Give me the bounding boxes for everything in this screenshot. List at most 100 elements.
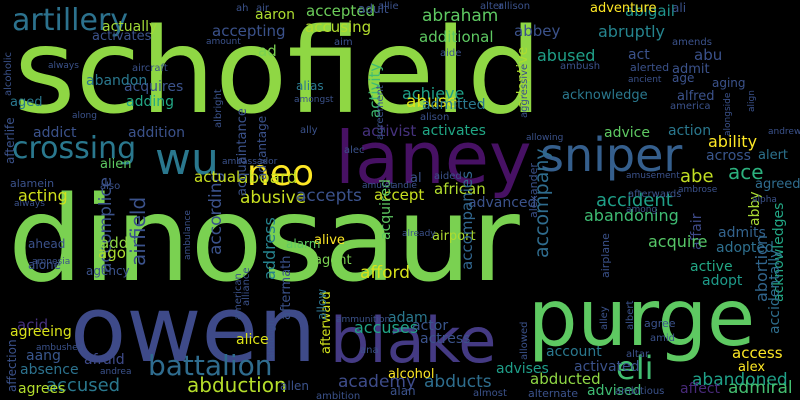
cloud-word: agree — [644, 317, 676, 330]
cloud-word: acid — [17, 316, 49, 334]
cloud-word: acquaintance — [235, 108, 250, 196]
cloud-word: ah — [236, 3, 249, 14]
cloud-word: alerted — [630, 61, 670, 74]
cloud-word: ammunition — [336, 315, 391, 325]
cloud-word: ambition — [316, 391, 361, 400]
cloud-word: alcohol — [388, 367, 435, 382]
cloud-word: dinosaur — [8, 170, 520, 308]
cloud-word: alone — [28, 258, 62, 272]
cloud-word: ago — [98, 244, 126, 262]
cloud-word: abduction — [187, 373, 287, 397]
cloud-word: accepting — [212, 22, 286, 40]
cloud-word: alert — [758, 148, 789, 163]
cloud-word: alongside — [723, 92, 733, 136]
cloud-word: ambulance — [183, 210, 193, 260]
cloud-word: accidentally — [767, 249, 783, 334]
cloud-word: adding — [126, 94, 175, 110]
cloud-word: amusement — [626, 171, 680, 181]
cloud-word: allowing — [526, 133, 564, 143]
cloud-word: andrew — [768, 127, 800, 137]
cloud-word: battalion — [148, 349, 273, 382]
cloud-word: actually — [102, 19, 158, 35]
cloud-word: agency — [86, 264, 130, 278]
cloud-word: amid — [650, 333, 675, 344]
cloud-word: addict — [33, 125, 77, 141]
cloud-word: accuses — [354, 318, 419, 337]
cloud-word: abruptly — [598, 22, 666, 41]
cloud-word: afterlife — [3, 117, 17, 164]
cloud-word: amnesia — [32, 257, 71, 267]
cloud-word: affect — [680, 381, 721, 397]
cloud-word: aboard — [238, 168, 298, 188]
cloud-word: abducts — [424, 372, 492, 392]
cloud-word: alcoholic — [3, 51, 14, 96]
cloud-word: activates — [92, 29, 152, 44]
cloud-word: albright — [213, 89, 224, 128]
cloud-word: alley — [599, 306, 610, 330]
cloud-word: achieve — [402, 84, 465, 103]
cloud-word: adventure — [590, 1, 657, 16]
cloud-word: altar — [626, 349, 650, 360]
cloud-word: aim — [334, 37, 353, 48]
cloud-word: advises — [496, 361, 549, 377]
cloud-word: ancient — [628, 75, 662, 85]
cloud-word: allow — [315, 288, 329, 320]
cloud-word: admit — [672, 62, 710, 77]
cloud-word: ambitious — [615, 386, 665, 397]
cloud-word: air — [256, 3, 270, 14]
cloud-word: agreed — [755, 177, 800, 192]
cloud-word: abbey — [514, 22, 561, 40]
cloud-word: aging — [712, 76, 746, 90]
cloud-word: aggressive — [519, 63, 530, 118]
cloud-word: abe — [680, 166, 714, 187]
cloud-word: alternate — [528, 387, 578, 400]
cloud-word: afterwards — [628, 189, 682, 200]
cloud-word: alec — [344, 145, 365, 156]
cloud-word: allie — [378, 1, 399, 12]
cloud-word: acknowledge — [562, 88, 648, 103]
cloud-word: schofield — [14, 2, 542, 140]
cloud-word: alien — [100, 157, 132, 172]
cloud-word: ali — [672, 1, 687, 15]
cloud-word: blake — [330, 304, 497, 377]
cloud-word: airfield — [126, 196, 150, 266]
cloud-word: among — [626, 205, 658, 215]
cloud-word: airport — [432, 229, 476, 244]
cloud-word: activist — [362, 122, 417, 140]
cloud-word: advanced — [468, 195, 537, 211]
cloud-word: always — [48, 61, 79, 71]
cloud-word: adam — [388, 310, 428, 326]
cloud-word: ambassador — [222, 157, 278, 167]
cloud-word: neo — [247, 153, 314, 194]
cloud-word: additional — [419, 28, 494, 46]
cloud-word: alan — [390, 384, 416, 398]
cloud-word: aftermath — [279, 255, 294, 321]
cloud-word: alison — [420, 112, 450, 123]
cloud-word: actress — [420, 331, 471, 347]
cloud-word: accident — [596, 190, 673, 211]
cloud-word: purge — [528, 274, 756, 364]
cloud-word: alter — [480, 1, 504, 12]
cloud-word: abducted — [530, 370, 601, 388]
cloud-word: alexander — [527, 163, 540, 218]
cloud-word: almost — [473, 388, 507, 399]
cloud-word: abandoned — [692, 370, 788, 390]
cloud-word: ambush — [560, 61, 601, 72]
cloud-word: owen — [70, 276, 317, 383]
cloud-word: already — [402, 229, 436, 239]
cloud-word: afford — [360, 263, 411, 283]
cloud-word: al — [410, 171, 422, 186]
cloud-word: agreeing — [10, 324, 72, 340]
cloud-word: adopted — [716, 240, 774, 256]
cloud-word: advised — [587, 383, 642, 399]
cloud-word: ana — [360, 345, 379, 356]
cloud-word: ally — [300, 125, 318, 136]
cloud-word: amount — [206, 37, 241, 47]
cloud-word: accompanies — [458, 171, 476, 270]
cloud-word: account — [546, 344, 602, 360]
cloud-word: allowed — [519, 321, 530, 360]
cloud-word: aircraft — [132, 63, 168, 74]
cloud-word: andrea — [100, 367, 132, 377]
cloud-word: wu — [155, 134, 219, 185]
